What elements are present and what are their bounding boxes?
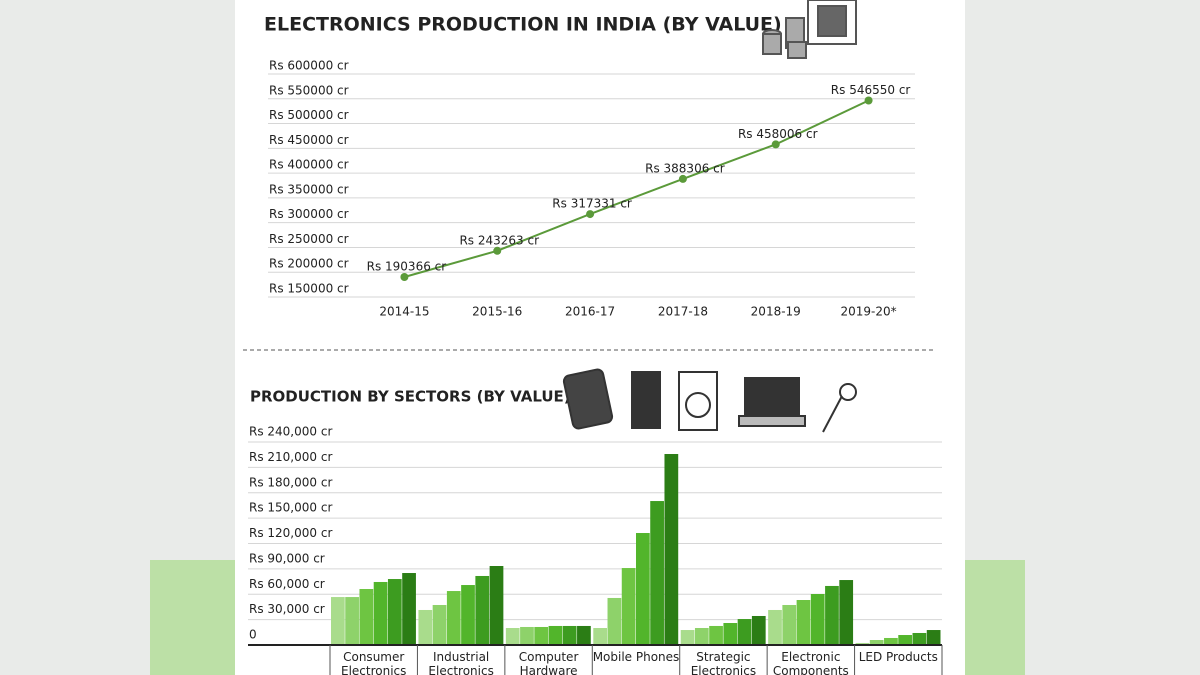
x-tick-label: 2014-15 [379,305,429,319]
bar [373,581,388,645]
background-blur [965,560,1025,675]
bar [650,501,664,645]
x-tick-label: Strategic Electronics [690,650,757,675]
bar [723,623,738,645]
bar [593,627,608,645]
bar [331,597,345,645]
bar [694,627,709,645]
x-tick-label: 2017-18 [658,305,708,319]
point [771,140,780,149]
x-tick-label: 2015-16 [472,305,522,319]
bar [520,626,534,645]
value-label: Rs 458006 cr [738,127,818,141]
point [400,272,409,281]
y-tick-label: Rs 550000 cr [269,83,349,97]
x-tick-label: LED Products [858,650,938,664]
value-label: Rs 388306 cr [645,161,725,175]
value-label: Rs 546550 cr [831,83,911,97]
bar [810,593,825,645]
bar [751,615,766,645]
bar [387,579,402,645]
bar [884,637,898,645]
bar [548,625,563,645]
bar [737,619,752,645]
bar [359,589,374,645]
bar [534,626,549,645]
bar [562,625,577,645]
x-tick-label: Consumer Electronics [341,650,407,675]
y-tick-label: Rs 600000 cr [269,59,349,73]
point [586,210,595,219]
value-label: Rs 190366 cr [367,259,447,273]
value-label: Rs 317331 cr [552,197,632,211]
y-tick-label: Rs 240,000 cr [249,425,332,439]
y-tick-label: Rs 450000 cr [269,133,349,147]
point [678,174,687,183]
bar [432,604,447,645]
bar [577,625,591,645]
chart-title: PRODUCTION BY SECTORS (BY VALUE) [250,388,571,406]
y-tick-label: Rs 120,000 cr [249,526,332,540]
x-tick-label: 2019-20* [841,305,897,319]
bar [839,580,854,645]
point [864,96,873,105]
y-tick-label: Rs 90,000 cr [249,551,325,565]
x-tick-label: Electronic Components [772,650,849,675]
bar [825,585,839,645]
y-tick-label: Rs 300000 cr [269,207,349,221]
point [493,246,502,255]
y-tick-label: Rs 400000 cr [269,158,349,172]
bar [768,609,782,645]
bar [855,642,870,645]
x-tick-label: Computer Hardware [518,650,579,675]
y-tick-label: 0 [249,628,257,642]
value-label: Rs 243263 cr [459,233,539,247]
chip-icon [762,0,857,59]
line [404,99,870,278]
chart-title: ELECTRONICS PRODUCTION IN INDIA (BY VALU… [264,14,782,36]
bar [912,632,927,645]
bar [505,627,520,645]
bar [461,585,475,645]
bar [345,597,359,645]
bar [664,454,679,645]
bar [489,565,504,645]
bar [680,630,695,645]
sector-icons [562,368,857,433]
bar [636,533,650,645]
y-tick-label: Rs 60,000 cr [249,577,325,591]
y-tick-label: Rs 210,000 cr [249,450,332,464]
bar [621,568,636,645]
y-tick-label: Rs 500000 cr [269,108,349,122]
bar [782,604,797,645]
x-tick-label: 2018-19 [751,305,801,319]
y-tick-label: Rs 150000 cr [269,282,349,296]
bar [926,630,941,645]
y-tick-label: Rs 350000 cr [269,182,349,196]
bar [475,575,490,645]
bar [418,609,433,645]
y-tick-label: Rs 30,000 cr [249,602,325,616]
bar [607,597,622,645]
background-blur [150,560,240,675]
bar [709,625,723,645]
bar [898,635,913,645]
x-tick-label: 2016-17 [565,305,615,319]
bar [446,591,461,645]
x-tick-label: Industrial Electronics [428,650,494,675]
y-tick-label: Rs 200000 cr [269,257,349,271]
x-tick-label: Mobile Phones [592,650,680,664]
bar [402,573,416,645]
y-tick-label: Rs 180,000 cr [249,475,332,489]
panel [235,0,965,675]
bar [869,640,884,645]
y-tick-label: Rs 150,000 cr [249,501,332,515]
y-tick-label: Rs 250000 cr [269,232,349,246]
bar [796,600,811,645]
